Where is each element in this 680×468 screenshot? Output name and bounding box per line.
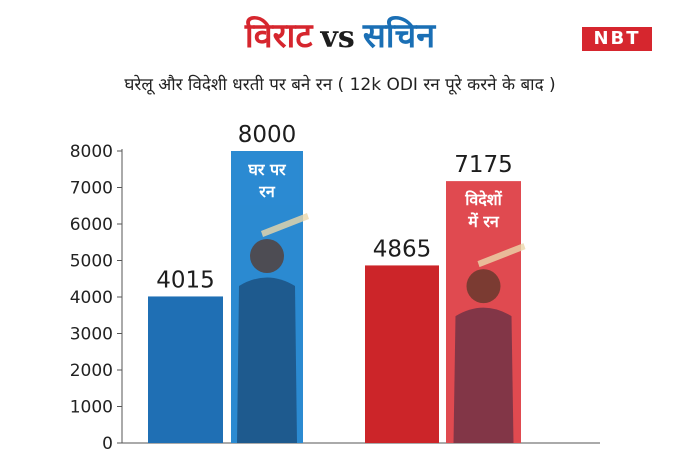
bar-inner-label: विदेशों [464, 190, 503, 209]
chart-title: विराट vs सचिन [0, 14, 680, 60]
y-tick-label: 3000 [70, 325, 113, 345]
y-tick-label: 1000 [70, 398, 113, 418]
y-tick-label: 2000 [70, 361, 113, 381]
y-tick-label: 6000 [70, 215, 113, 235]
title-virat: विराट [244, 16, 313, 56]
chart-subtitle: घरेलू और विदेशी धरती पर बने रन ( 12k ODI… [124, 75, 556, 95]
bar-value-label: 7175 [454, 152, 513, 178]
bar-inner-label-box [235, 155, 299, 205]
y-tick-label: 7000 [70, 179, 113, 199]
y-tick-label: 5000 [70, 252, 113, 272]
bar [365, 265, 439, 443]
title-vs: vs [320, 20, 355, 55]
title-sachin: सचिन [362, 16, 436, 56]
bar-inner-label: घर पर [247, 160, 287, 179]
y-tick-label: 4000 [70, 288, 113, 308]
y-tick-label: 8000 [70, 142, 113, 162]
virat-kohli-photo [453, 243, 526, 443]
sachin-tendulkar-photo [237, 213, 309, 443]
bar-value-label: 4015 [156, 267, 215, 293]
y-tick-label: 0 [102, 434, 113, 454]
bar [148, 296, 223, 443]
bar-inner-label: रन [258, 182, 276, 201]
bar-inner-label: में रन [467, 212, 500, 231]
bar-inner-label-box [450, 185, 517, 236]
bar-value-label: 4865 [373, 236, 432, 262]
nbt-logo: NBT [582, 27, 652, 51]
bar-value-label: 8000 [238, 122, 297, 148]
